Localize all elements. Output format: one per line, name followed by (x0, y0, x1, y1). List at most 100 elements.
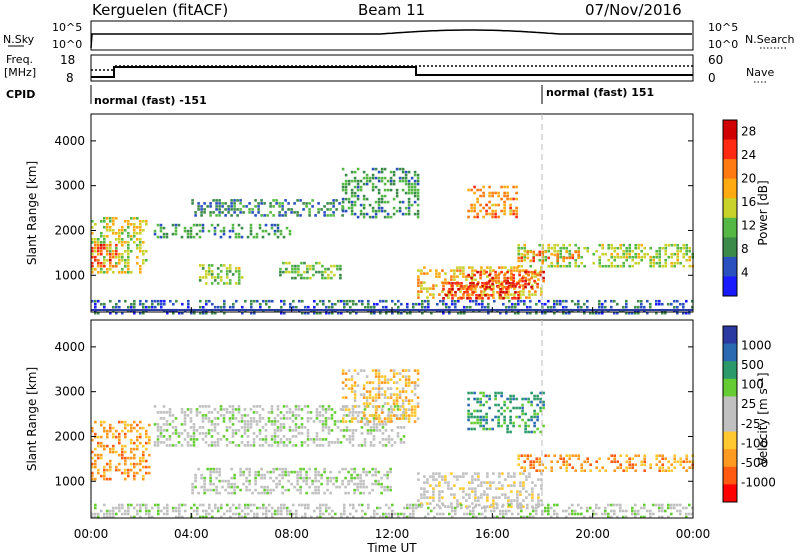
echo-cell (625, 252, 628, 256)
echo-cell (395, 396, 399, 399)
echo-cell (640, 299, 643, 303)
echo-cell (516, 499, 519, 502)
echo-cell (133, 506, 136, 510)
echo-cell (489, 505, 492, 508)
echo-cell (487, 294, 490, 297)
echo-cell (230, 467, 233, 471)
echo-cell (511, 297, 514, 300)
echo-cell (493, 515, 496, 519)
echo-cell (643, 503, 646, 507)
echo-cell (529, 311, 532, 315)
echo-cell (622, 252, 625, 256)
echo-cell (162, 423, 166, 426)
echo-cell (494, 391, 497, 395)
echo-cell (465, 505, 468, 508)
echo-cell (532, 509, 535, 513)
echo-cell (513, 481, 516, 484)
echo-cell (288, 429, 292, 432)
echo-cell (398, 167, 402, 171)
echo-cell (344, 420, 348, 423)
echo-cell (331, 509, 334, 513)
echo-cell (476, 415, 479, 419)
echo-cell (616, 466, 619, 469)
echo-cell (218, 473, 221, 477)
echo-cell (490, 509, 493, 513)
echo-cell (386, 414, 390, 417)
echo-cell (510, 499, 513, 502)
echo-cell (235, 512, 238, 516)
echo-cell (100, 271, 103, 274)
echo-cell (115, 435, 118, 439)
echo-cell (377, 203, 381, 207)
echo-cell (481, 305, 484, 309)
echo-cell (279, 441, 283, 444)
echo-cell (634, 463, 637, 466)
echo-cell (487, 282, 490, 285)
echo-cell (491, 418, 494, 422)
echo-cell (103, 271, 106, 274)
echo-cell (364, 305, 367, 309)
echo-cell (359, 485, 362, 489)
echo-cell (341, 197, 345, 201)
echo-cell (242, 205, 245, 208)
echo-cell (503, 400, 506, 404)
echo-cell (386, 215, 390, 219)
echo-cell (685, 460, 688, 463)
echo-cell (178, 512, 181, 516)
echo-cell (163, 512, 166, 516)
y-tick-label: 4000 (54, 134, 85, 148)
echo-cell (380, 375, 384, 378)
echo-cell (300, 444, 304, 447)
echo-cell (154, 503, 157, 507)
echo-cell (562, 256, 565, 260)
colorbar-swatch (723, 343, 737, 362)
echo-cell (166, 512, 169, 516)
echo-cell (526, 252, 529, 256)
echo-cell (227, 491, 230, 495)
echo-cell (504, 278, 507, 281)
echo-cell (324, 270, 327, 274)
echo-cell (97, 444, 100, 448)
echo-cell (311, 479, 314, 483)
echo-cell (301, 311, 304, 315)
echo-cell (127, 503, 130, 507)
echo-cell (254, 470, 257, 474)
echo-cell (308, 202, 311, 205)
echo-cell (386, 476, 389, 480)
echo-cell (501, 505, 504, 508)
echo-cell (348, 420, 352, 423)
echo-cell (595, 311, 598, 315)
echo-cell (294, 405, 298, 408)
echo-cell (410, 185, 414, 189)
echo-cell (448, 291, 451, 294)
echo-cell (544, 454, 547, 457)
echo-cell (380, 387, 384, 390)
echo-cell (410, 191, 414, 195)
echo-cell (362, 470, 365, 474)
echo-cell (165, 420, 169, 423)
echo-cell (353, 491, 356, 495)
freq-label-2: [MHz] (4, 66, 36, 79)
echo-cell (194, 479, 197, 483)
echo-cell (350, 417, 354, 420)
echo-cell (472, 285, 475, 288)
echo-cell (204, 414, 208, 417)
echo-cell (124, 220, 127, 223)
echo-cell (335, 208, 338, 211)
echo-cell (625, 311, 628, 315)
echo-cell (322, 512, 325, 516)
echo-cell (210, 420, 214, 423)
echo-cell (100, 252, 103, 256)
echo-cell (337, 299, 340, 303)
echo-cell (347, 179, 351, 183)
freq-trace (91, 66, 693, 78)
echo-cell (577, 264, 580, 268)
echo-cell (326, 214, 329, 217)
echo-cell (395, 387, 399, 390)
echo-cell (305, 476, 308, 480)
echo-cell (127, 250, 130, 253)
echo-cell (166, 509, 169, 513)
echo-cell (523, 246, 526, 250)
echo-cell (281, 202, 284, 205)
